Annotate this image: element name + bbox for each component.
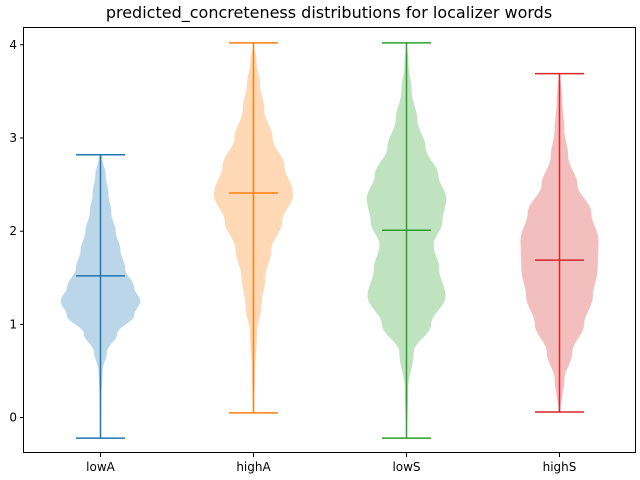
x-tick-label-highS: highS [543, 460, 577, 474]
y-tick-label-1: 1 [9, 317, 17, 331]
chart-title: predicted_concreteness distributions for… [106, 3, 552, 23]
plot-frame [23, 27, 636, 453]
x-axis: lowA highA lowS highS [86, 453, 576, 474]
y-tick-label-2: 2 [9, 224, 17, 238]
x-tick-label-highA: highA [236, 460, 271, 474]
violins-layer [60, 42, 599, 439]
y-tick-label-4: 4 [9, 38, 17, 52]
y-axis: 0 1 2 3 4 [9, 38, 24, 425]
y-tick-label-3: 3 [9, 131, 17, 145]
y-tick-label-0: 0 [9, 411, 17, 425]
stats-layer [76, 42, 584, 439]
x-tick-label-lowA: lowA [86, 460, 115, 474]
x-tick-label-lowS: lowS [392, 460, 420, 474]
